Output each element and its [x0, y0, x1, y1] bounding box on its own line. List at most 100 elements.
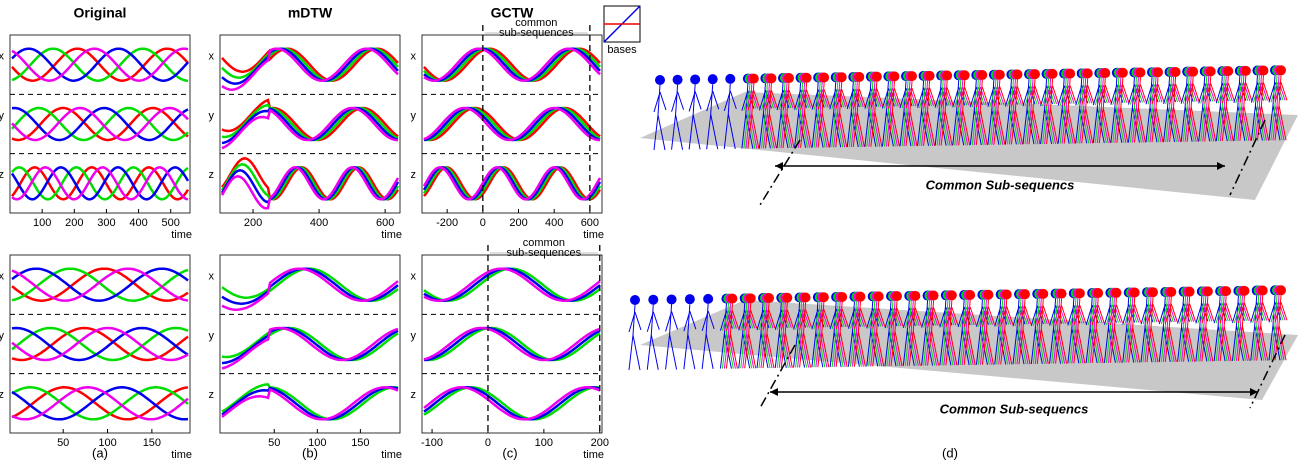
skeleton-head	[837, 291, 848, 302]
row-label: y	[0, 110, 5, 122]
trajectory-curve	[11, 47, 189, 82]
trajectory-curve	[11, 106, 189, 142]
skeleton-body	[977, 299, 991, 365]
skeleton-head	[1056, 288, 1067, 299]
skeleton-body	[740, 303, 754, 369]
skeleton-body	[921, 80, 935, 146]
skeleton-body	[1094, 78, 1108, 144]
skeleton-body	[744, 303, 758, 369]
skeleton-body	[1235, 295, 1249, 361]
skeleton-body	[945, 300, 959, 366]
skeleton-body	[1071, 298, 1085, 364]
x-tick-label: 200	[65, 217, 83, 229]
skeleton-body	[1200, 76, 1214, 142]
skeleton-head	[630, 295, 640, 305]
x-tick-label: 50	[57, 437, 69, 449]
skeleton-body	[813, 82, 827, 148]
skeleton-body	[1114, 77, 1128, 143]
trajectory-curve	[11, 386, 189, 421]
skeleton-head	[1082, 68, 1093, 79]
skeleton-body	[1181, 296, 1195, 362]
skeleton-body	[998, 299, 1012, 365]
skeleton-body	[919, 80, 933, 146]
trajectory-curve	[423, 47, 601, 82]
skeleton-body	[1179, 296, 1193, 362]
skeleton-head	[910, 290, 921, 301]
skeleton-body	[936, 80, 950, 146]
skeleton-body	[760, 83, 774, 149]
skeleton-body	[1044, 78, 1058, 144]
caption: (d)	[942, 445, 958, 460]
skeleton-body	[1270, 75, 1284, 141]
skeleton-body	[815, 302, 829, 368]
skeleton-head	[1276, 285, 1286, 296]
skeleton-body	[1010, 79, 1024, 145]
skeleton-body	[776, 302, 790, 368]
skeleton-head	[946, 290, 957, 301]
skeleton-body	[778, 83, 792, 149]
boundary	[1249, 334, 1286, 409]
skeleton-body	[833, 82, 847, 148]
boundary	[1229, 119, 1266, 196]
trajectory-curve	[423, 166, 602, 201]
trajectory-curve	[11, 267, 189, 302]
skeleton-body	[817, 82, 831, 148]
boundary	[759, 139, 801, 206]
skeleton-body	[1252, 295, 1266, 361]
plot-frame	[219, 34, 401, 214]
skeleton-body	[853, 301, 867, 367]
trajectory-curve	[221, 267, 399, 311]
skeleton-body	[1202, 76, 1216, 142]
trajectory-curve	[221, 383, 399, 421]
trajectory-curve	[423, 267, 601, 302]
skeleton-body	[799, 302, 813, 368]
inset-label: bases	[607, 44, 637, 56]
skeleton-body	[1237, 75, 1251, 141]
trajectory-curve	[423, 386, 601, 421]
skeleton-body	[901, 81, 915, 147]
skeleton-body	[904, 300, 918, 366]
skeleton-body	[851, 301, 865, 367]
row-label: y	[411, 110, 417, 122]
trajectory-curve	[11, 47, 189, 82]
skeleton-body	[1018, 299, 1032, 365]
trajectory-curve	[423, 386, 601, 421]
skeleton-body	[973, 79, 987, 146]
skeleton-body	[941, 300, 955, 366]
skeleton-body	[1250, 295, 1264, 361]
skeleton-body	[723, 83, 737, 149]
trajectory-curve	[423, 267, 601, 302]
skeleton-head	[873, 291, 884, 302]
trajectory-curve	[221, 326, 399, 362]
skeleton-head	[1148, 287, 1158, 298]
skeleton-head	[707, 74, 718, 85]
skeleton-body	[1016, 299, 1030, 365]
skeleton-body	[1165, 76, 1179, 143]
skeleton-body	[723, 303, 737, 369]
trajectory-curve	[422, 166, 602, 201]
skeleton-body	[1024, 79, 1038, 145]
skeleton-body	[725, 303, 739, 369]
skeleton-body	[1256, 75, 1270, 141]
skeleton-head	[854, 71, 865, 82]
skeleton-body	[1098, 78, 1112, 144]
skeleton-body	[721, 303, 735, 369]
x-axis-label: time	[171, 229, 192, 241]
skeleton-head	[690, 74, 701, 85]
skeleton-body	[1014, 299, 1028, 365]
trajectory-curve	[221, 386, 399, 421]
skeleton-body	[943, 300, 957, 366]
skeleton-body	[1109, 297, 1123, 363]
skeleton-head	[1074, 288, 1085, 299]
skeleton-body	[1006, 79, 1020, 145]
trajectory-curve	[423, 106, 601, 142]
x-tick-label: 150	[143, 437, 161, 449]
trajectory-curve	[221, 326, 399, 365]
skeleton-body	[981, 299, 995, 365]
skeleton-body	[866, 81, 880, 147]
skeleton-body	[671, 84, 685, 150]
skeleton-body	[1128, 297, 1142, 363]
row-label: x	[411, 271, 417, 283]
skeleton-body	[742, 303, 756, 369]
skeleton-head	[855, 291, 866, 302]
